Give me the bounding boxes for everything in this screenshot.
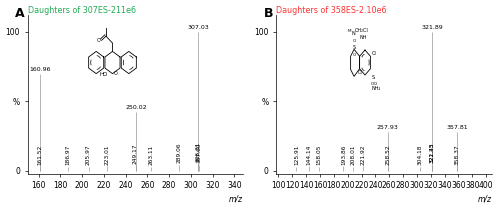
Text: S: S [372, 75, 375, 80]
Text: 186.97: 186.97 [66, 145, 70, 166]
Text: B: B [264, 8, 273, 20]
Text: S: S [352, 45, 356, 50]
Text: 158.05: 158.05 [316, 145, 321, 166]
Text: 258.52: 258.52 [386, 145, 390, 165]
Text: 249.17: 249.17 [133, 143, 138, 164]
Text: Cl: Cl [372, 51, 376, 56]
Text: HO: HO [100, 72, 108, 77]
Text: 322.43: 322.43 [430, 143, 435, 163]
Text: 304.18: 304.18 [418, 145, 422, 165]
Text: 263.11: 263.11 [148, 145, 153, 165]
Text: NH: NH [360, 35, 367, 40]
Text: Daughters of 358ES-2.10e6: Daughters of 358ES-2.10e6 [276, 6, 387, 15]
Text: N: N [351, 31, 355, 36]
Text: 223.01: 223.01 [104, 144, 110, 164]
Text: O: O [352, 39, 356, 43]
Text: m/z: m/z [229, 194, 243, 203]
Text: 307.60: 307.60 [196, 143, 202, 163]
Text: O: O [114, 71, 117, 76]
Text: 125.91: 125.91 [294, 145, 299, 166]
Text: O: O [374, 82, 376, 86]
Text: 257.93: 257.93 [377, 125, 398, 130]
Text: 221.92: 221.92 [360, 144, 366, 165]
Text: CH₂Cl: CH₂Cl [354, 28, 368, 33]
Text: 358.37: 358.37 [455, 144, 460, 164]
Text: 208.01: 208.01 [350, 145, 356, 166]
Text: 160.96: 160.96 [29, 66, 50, 71]
Text: m/z: m/z [478, 194, 492, 203]
Text: O: O [352, 53, 356, 57]
Text: 144.14: 144.14 [306, 144, 312, 164]
Text: 161.52: 161.52 [38, 144, 43, 164]
Text: O: O [96, 38, 100, 43]
Text: 193.86: 193.86 [341, 145, 346, 165]
Text: 250.02: 250.02 [126, 105, 147, 110]
Text: 205.97: 205.97 [86, 145, 91, 166]
Text: NH₂: NH₂ [372, 86, 382, 91]
Text: A: A [15, 8, 24, 20]
Text: Cl: Cl [358, 70, 362, 75]
Text: 307.03: 307.03 [188, 25, 210, 30]
Text: M: M [348, 29, 351, 33]
Text: Daughters of 307ES-211e6: Daughters of 307ES-211e6 [28, 6, 136, 15]
Text: 321.89: 321.89 [421, 25, 443, 30]
Text: 321.25: 321.25 [429, 143, 434, 163]
Text: 357.81: 357.81 [446, 125, 468, 130]
Text: 306.31: 306.31 [195, 141, 200, 162]
Text: 289.06: 289.06 [176, 143, 182, 163]
Text: O: O [370, 82, 374, 86]
